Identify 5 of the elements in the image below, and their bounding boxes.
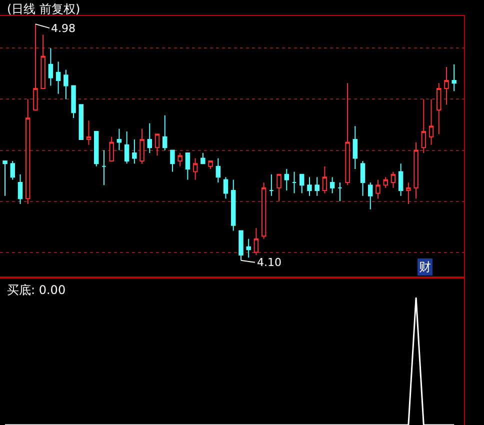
annotation: 4.98 (51, 22, 76, 35)
chart-title: 买底: 0.00 (7, 283, 66, 297)
annotation: 4.10 (257, 256, 282, 269)
chart-title: (日线 前复权) (7, 2, 80, 16)
annotation: 财 (419, 260, 431, 274)
